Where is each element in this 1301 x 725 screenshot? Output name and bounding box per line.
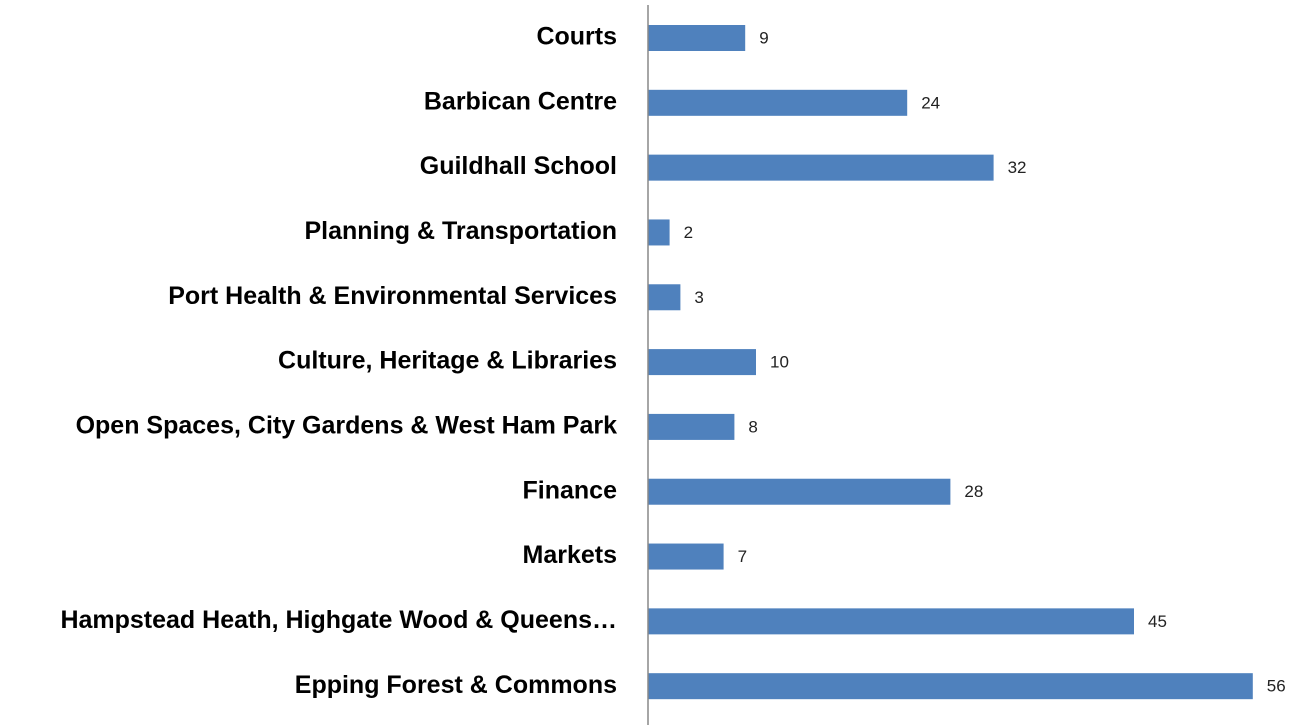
category-label: Guildhall School <box>420 152 617 180</box>
value-label: 2 <box>684 223 693 242</box>
bar <box>648 89 908 116</box>
bar <box>648 219 670 246</box>
value-label: 10 <box>770 353 789 372</box>
bar <box>648 349 756 376</box>
bar <box>648 608 1134 635</box>
value-label: 24 <box>921 93 940 112</box>
value-label: 3 <box>694 288 703 307</box>
value-label: 8 <box>748 417 757 436</box>
category-label: Port Health & Environmental Services <box>168 282 617 310</box>
category-label: Epping Forest & Commons <box>295 671 617 699</box>
value-label: 45 <box>1148 612 1167 631</box>
category-label: Barbican Centre <box>424 87 617 115</box>
bar <box>648 543 724 570</box>
category-label: Finance <box>523 476 618 504</box>
bar <box>648 413 735 440</box>
category-label: Culture, Heritage & Libraries <box>278 347 617 375</box>
value-label: 32 <box>1008 158 1027 177</box>
category-label: Hampstead Heath, Highgate Wood & Queens… <box>60 606 617 634</box>
category-label: Planning & Transportation <box>304 217 617 245</box>
bar <box>648 673 1253 700</box>
bar <box>648 154 994 181</box>
value-label: 28 <box>964 482 983 501</box>
value-label: 9 <box>759 28 768 47</box>
bar <box>648 478 951 505</box>
value-label: 56 <box>1267 677 1286 696</box>
category-label: Markets <box>523 541 618 569</box>
bar <box>648 284 681 311</box>
value-label: 7 <box>738 547 747 566</box>
bar <box>648 25 746 51</box>
category-label: Courts <box>536 23 617 51</box>
category-label: Open Spaces, City Gardens & West Ham Par… <box>76 412 618 440</box>
